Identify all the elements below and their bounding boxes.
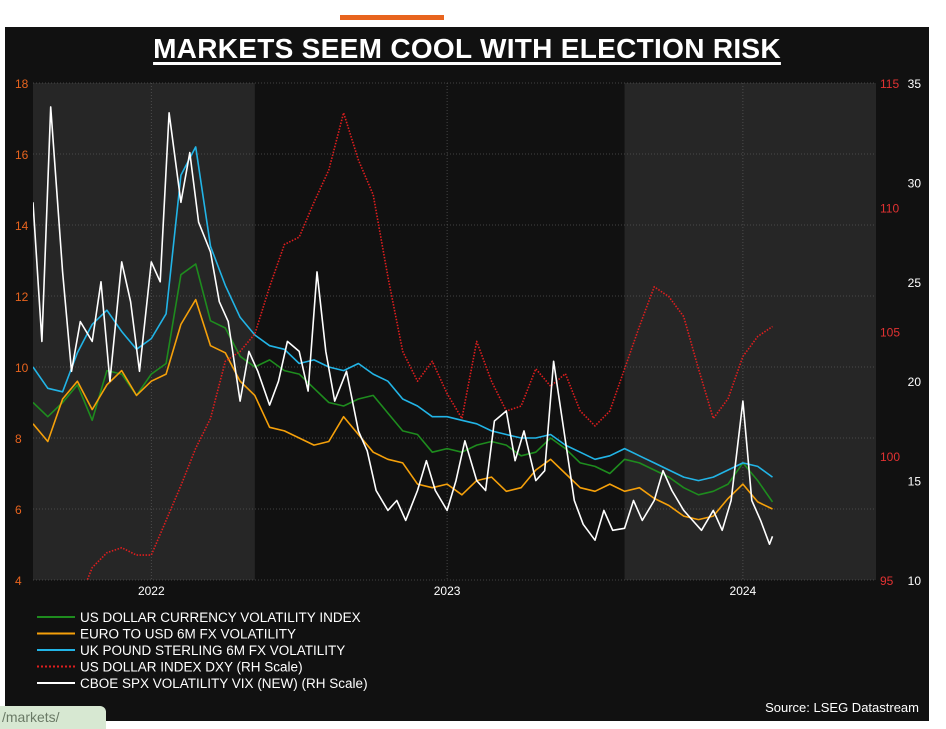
- series-line-4: [33, 106, 774, 545]
- y-left-tick-label: 14: [15, 219, 29, 233]
- legend-label-2: UK POUND STERLING 6M FX VOLATILITY: [80, 643, 345, 658]
- url-tag-text: /markets/: [2, 709, 60, 725]
- url-tag[interactable]: /markets/: [0, 706, 106, 729]
- series-line-2: [33, 146, 773, 482]
- y-left-tick-label: 10: [15, 361, 29, 375]
- shaded-region-1: [624, 83, 876, 580]
- y-left-tick-label: 16: [15, 148, 29, 162]
- y-right-vix-tick-label: 25: [908, 276, 922, 290]
- chart-title: MARKETS SEEM COOL WITH ELECTION RISK: [153, 33, 781, 64]
- x-tick-label: 2022: [138, 584, 165, 598]
- series-line-0: [33, 263, 774, 503]
- chart-panel: 4 6 8 10 12 14 16 18 2022 2023 2024 95 100 105 110 115 1…: [5, 27, 929, 721]
- y-right-dxy-tick-label: 115: [880, 77, 899, 91]
- series-line-1: [33, 298, 773, 521]
- y-right-dxy-tick-label: 110: [880, 201, 899, 215]
- legend-label-4: CBOE SPX VOLATILITY VIX (NEW) (RH Scale): [80, 676, 368, 691]
- series-line-3: [86, 112, 773, 580]
- y-left-tick-label: 8: [15, 432, 22, 446]
- top-accent-bar: [340, 15, 444, 20]
- y-right-vix-tick-label: 10: [908, 574, 922, 588]
- chart-svg: 4 6 8 10 12 14 16 18 2022 2023 2024 95 100 105 110 115 1…: [15, 77, 922, 691]
- y-left-tick-label: 6: [15, 503, 22, 517]
- y-left-tick-label: 4: [15, 574, 22, 588]
- y-left-tick-label: 18: [15, 77, 29, 91]
- y-left-tick-label: 12: [15, 290, 29, 304]
- legend-label-1: EURO TO USD 6M FX VOLATILITY: [80, 627, 296, 642]
- legend-label-0: US DOLLAR CURRENCY VOLATILITY INDEX: [80, 610, 361, 625]
- y-right-dxy-tick-label: 105: [880, 326, 900, 340]
- x-tick-label: 2023: [434, 584, 461, 598]
- y-right-vix-tick-label: 15: [908, 475, 922, 489]
- source-label: Source: LSEG Datastream: [765, 700, 919, 715]
- y-right-vix-tick-label: 20: [908, 375, 922, 389]
- x-tick-label: 2024: [730, 584, 757, 598]
- y-right-dxy-tick-label: 100: [880, 450, 900, 464]
- legend-label-3: US DOLLAR INDEX DXY (RH Scale): [80, 660, 303, 675]
- y-right-vix-tick-label: 35: [908, 77, 922, 91]
- y-right-vix-tick-label: 30: [908, 176, 922, 190]
- y-right-dxy-tick-label: 95: [880, 574, 894, 588]
